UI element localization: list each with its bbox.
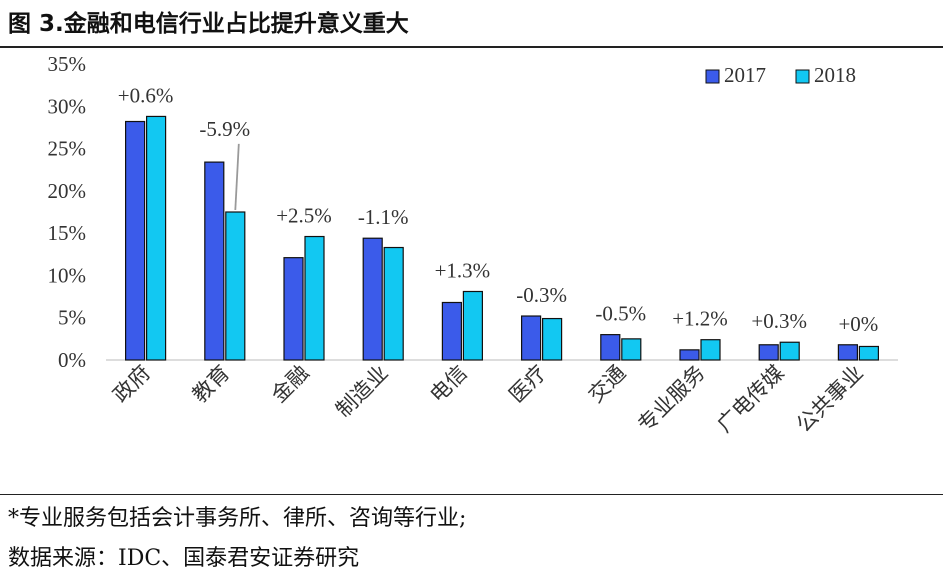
x-category-label: 政府 xyxy=(108,361,155,408)
y-tick-label: 5% xyxy=(58,306,86,330)
series-2018-bar xyxy=(225,211,246,361)
x-category-label: 广电传媒 xyxy=(712,361,788,437)
x-category-label: 金融 xyxy=(267,361,314,408)
change-annotation: +1.2% xyxy=(672,307,728,331)
change-annotation: +2.5% xyxy=(276,204,332,228)
y-tick-label: 25% xyxy=(48,137,87,161)
legend: 2017 2018 xyxy=(705,63,856,87)
change-annotation: +0.3% xyxy=(751,309,807,333)
series-2017-bar xyxy=(837,344,859,361)
y-tick-label: 30% xyxy=(48,94,87,118)
x-category-label: 医疗 xyxy=(504,361,551,408)
series-2017-bar xyxy=(679,349,700,361)
series-2017-bar xyxy=(441,301,462,361)
series-2017-bar xyxy=(600,334,621,361)
x-category-label: 专业服务 xyxy=(633,361,709,437)
series-2018-bar xyxy=(621,338,642,361)
y-tick-label: 20% xyxy=(48,179,87,203)
change-annotation: -0.5% xyxy=(595,302,646,326)
change-annotation: +0% xyxy=(838,312,878,336)
change-annotation: -1.1% xyxy=(358,205,409,229)
series-2017-bar xyxy=(124,120,146,361)
y-tick-label: 10% xyxy=(48,263,87,287)
series-2018-bar xyxy=(541,317,563,361)
footnote: *专业服务包括会计事务所、律所、咨询等行业; xyxy=(8,506,467,531)
series-2017-bar xyxy=(283,257,304,361)
bar-layer xyxy=(124,115,880,361)
series-2017-bar xyxy=(520,315,542,361)
legend-swatch-2017 xyxy=(705,69,720,84)
annotation-leader-line xyxy=(234,143,240,211)
top-divider xyxy=(0,46,943,48)
series-2017-bar xyxy=(758,344,779,361)
chart-title: 图 3.金融和电信行业占比提升意义重大 xyxy=(8,11,409,37)
x-category-label: 交通 xyxy=(584,361,631,408)
change-annotation: -5.9% xyxy=(199,117,250,141)
x-category-label: 制造业 xyxy=(331,361,393,423)
series-2017-bar xyxy=(362,237,383,361)
series-2018-bar xyxy=(462,290,483,361)
series-2018-bar xyxy=(779,341,800,361)
series-2018-bar xyxy=(383,246,404,361)
series-2017-bar xyxy=(204,161,225,361)
x-category-label: 教育 xyxy=(188,361,235,408)
change-annotation: -0.3% xyxy=(516,283,567,307)
data-source: 数据来源：IDC、国泰君安证券研究 xyxy=(8,546,360,571)
change-annotation: +1.3% xyxy=(435,258,491,282)
y-tick-label: 15% xyxy=(48,221,87,245)
series-2018-bar xyxy=(858,345,880,361)
legend-swatch-2018 xyxy=(795,69,810,84)
x-category-label: 公共事业 xyxy=(792,361,868,437)
y-tick-label: 0% xyxy=(58,348,86,372)
legend-label-2018: 2018 xyxy=(814,63,856,87)
y-tick-label: 35% xyxy=(48,52,87,76)
series-2018-bar xyxy=(304,235,325,361)
change-annotation: +0.6% xyxy=(118,83,174,107)
series-2018-bar xyxy=(700,339,721,361)
legend-label-2017: 2017 xyxy=(724,63,766,87)
bar-chart: 0% 5% 10% 15% 20% 25% 30% 35% 政府 +0.6% 教育 -5.9% 金融 +… xyxy=(48,52,898,437)
series-2018-bar xyxy=(146,115,167,361)
bottom-divider xyxy=(0,494,943,495)
x-category-label: 电信 xyxy=(425,361,472,408)
